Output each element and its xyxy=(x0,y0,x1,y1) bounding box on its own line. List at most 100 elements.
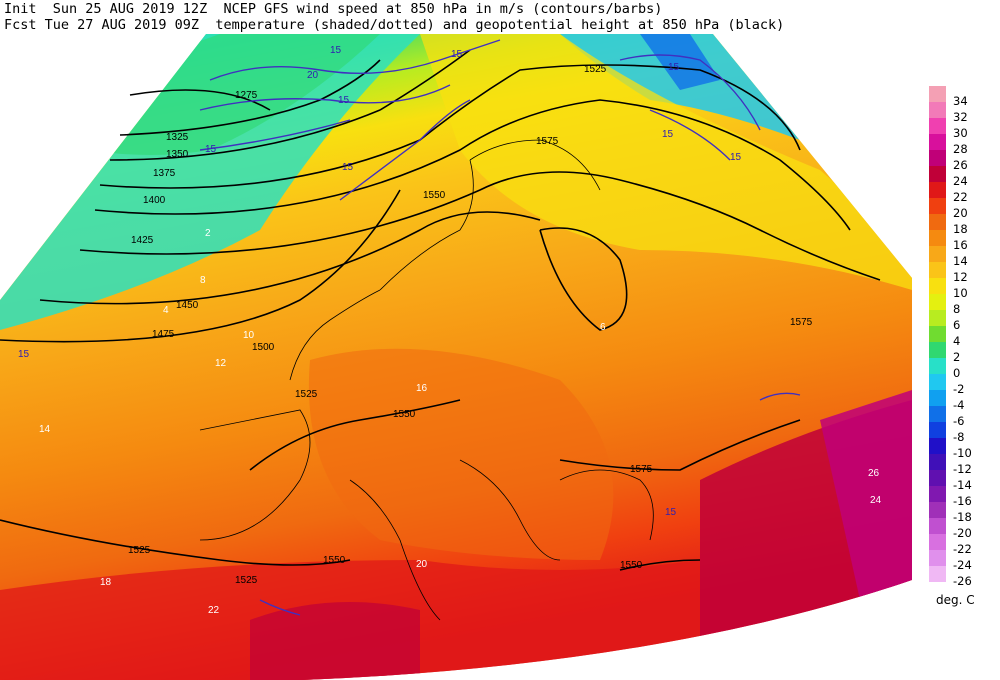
colorbar-label: 30 xyxy=(953,126,968,140)
colorbar-label: 14 xyxy=(953,254,968,268)
colorbar-label: 8 xyxy=(953,302,961,316)
temp-label: 24 xyxy=(870,495,882,506)
height-label: 1400 xyxy=(143,195,166,206)
colorbar-swatch xyxy=(929,230,946,246)
height-label: 1375 xyxy=(153,168,176,179)
contour-labels: 1275 1325 1350 1375 1400 1425 1450 1475 … xyxy=(18,45,882,616)
colorbar-label: -6 xyxy=(953,414,965,428)
colorbar-label: 16 xyxy=(953,238,968,252)
colorbar-label: -26 xyxy=(953,574,972,588)
temp-label: 20 xyxy=(416,559,428,570)
colorbar-swatch xyxy=(929,246,946,262)
wind-label: 15 xyxy=(730,152,742,163)
colorbar-swatch xyxy=(929,502,946,518)
colorbar-swatch xyxy=(929,166,946,182)
colorbar-label: -20 xyxy=(953,526,972,540)
height-contours xyxy=(0,49,881,571)
colorbar-label: 2 xyxy=(953,350,961,364)
colorbar-swatch xyxy=(929,134,946,150)
colorbar-swatch xyxy=(929,86,946,102)
colorbar-label: 26 xyxy=(953,158,968,172)
colorbar-swatch xyxy=(929,342,946,358)
colorbar-swatch xyxy=(929,118,946,134)
colorbar-swatch xyxy=(929,422,946,438)
temperature-field xyxy=(0,34,912,680)
height-label: 1450 xyxy=(176,300,199,311)
colorbar-swatch xyxy=(929,374,946,390)
colorbar-label: -10 xyxy=(953,446,972,460)
wind-contours xyxy=(199,39,801,616)
height-label: 1325 xyxy=(166,132,189,143)
colorbar-label: -8 xyxy=(953,430,965,444)
temp-label: 22 xyxy=(208,605,220,616)
wind-label: 15 xyxy=(205,144,217,155)
wind-label: 15 xyxy=(330,45,342,56)
colorbar-label: 28 xyxy=(953,142,968,156)
colorbar-label: -18 xyxy=(953,510,972,524)
colorbar-swatch xyxy=(929,406,946,422)
wind-label: 15 xyxy=(18,349,30,360)
temp-label: 26 xyxy=(868,468,880,479)
colorbar-label: -2 xyxy=(953,382,965,396)
height-label: 1550 xyxy=(620,560,643,571)
colorbar-swatch xyxy=(929,534,946,550)
height-label: 1575 xyxy=(790,317,813,328)
colorbar-swatch xyxy=(929,566,946,582)
colorbar-swatch xyxy=(929,358,946,374)
colorbar-swatch xyxy=(929,486,946,502)
colorbar-label: 24 xyxy=(953,174,968,188)
height-label: 1525 xyxy=(295,389,318,400)
temp-label: 16 xyxy=(416,383,428,394)
temp-label: 14 xyxy=(39,424,51,435)
colorbar-label: -14 xyxy=(953,478,972,492)
colorbar-swatch xyxy=(929,198,946,214)
wind-label: 15 xyxy=(665,507,677,518)
colorbar-swatch xyxy=(929,454,946,470)
colorbar-label: 22 xyxy=(953,190,968,204)
temp-label: 18 xyxy=(100,577,112,588)
height-label: 1525 xyxy=(235,575,258,586)
colorbar-label: -12 xyxy=(953,462,972,476)
colorbar-swatch xyxy=(929,550,946,566)
colorbar-swatch xyxy=(929,182,946,198)
colorbar-label: 4 xyxy=(953,334,961,348)
wind-label: 15 xyxy=(342,162,354,173)
height-label: 1525 xyxy=(128,545,151,556)
temperature-colorbar: 34 32 30 28 26 24 22 20 18 16 14 12 10 8 6 4 2 0 -2 -4 -6 -8-… xyxy=(929,86,999,606)
colorbar-swatch xyxy=(929,518,946,534)
height-label: 1475 xyxy=(152,329,175,340)
header-forecast-line: Fcst Tue 27 AUG 2019 09Z temperature (sh… xyxy=(4,17,785,33)
colorbar-swatch xyxy=(929,150,946,166)
height-label: 1550 xyxy=(393,409,416,420)
height-label: 1425 xyxy=(131,235,154,246)
temp-label: 10 xyxy=(243,330,255,341)
colorbar-swatch xyxy=(929,390,946,406)
height-label: 1575 xyxy=(536,136,559,147)
colorbar-swatch xyxy=(929,326,946,342)
height-label: 1350 xyxy=(166,149,189,160)
colorbar-label: -22 xyxy=(953,542,972,556)
colorbar-label: 6 xyxy=(953,318,961,332)
colorbar-label: -4 xyxy=(953,398,965,412)
colorbar-swatch xyxy=(929,310,946,326)
colorbar-label: 32 xyxy=(953,110,968,124)
colorbar-swatch xyxy=(929,294,946,310)
colorbar-label: -24 xyxy=(953,558,972,572)
colorbar-label: 20 xyxy=(953,206,968,220)
temp-label: 2 xyxy=(205,228,211,239)
height-label: 1500 xyxy=(252,342,275,353)
colorbar-label: 10 xyxy=(953,286,968,300)
wind-label: 15 xyxy=(451,49,463,60)
temp-label: 8 xyxy=(200,275,206,286)
coastlines xyxy=(199,139,654,621)
header-init-line: Init Sun 25 AUG 2019 12Z NCEP GFS wind s… xyxy=(4,1,663,17)
wind-label: 20 xyxy=(307,70,319,81)
temp-label: 12 xyxy=(215,358,227,369)
height-label: 1275 xyxy=(235,90,258,101)
colorbar-label: -16 xyxy=(953,494,972,508)
colorbar-swatch xyxy=(929,278,946,294)
colorbar-swatch xyxy=(929,102,946,118)
colorbar-units: deg. C xyxy=(936,593,975,607)
height-label: 1550 xyxy=(423,190,446,201)
height-label: 1575 xyxy=(630,464,653,475)
